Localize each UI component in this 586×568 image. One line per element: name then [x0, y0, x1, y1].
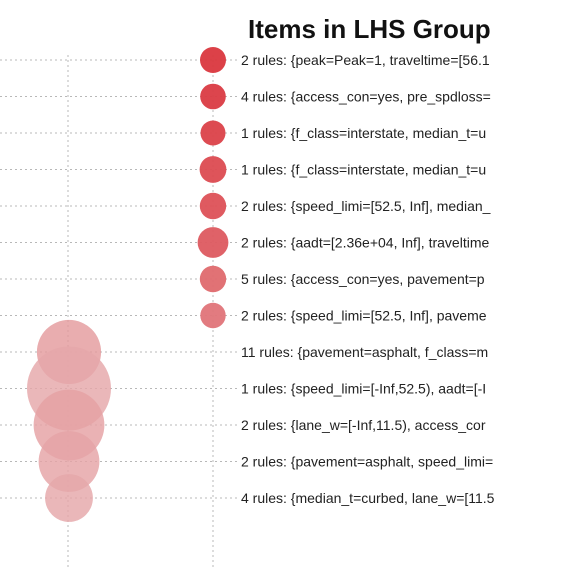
row-label: 2 rules: {pavement=asphalt, speed_limi= [241, 454, 493, 470]
row-label: 2 rules: {peak=Peak=1, traveltime=[56.1 [241, 52, 490, 68]
bubble [200, 83, 226, 110]
label-layer: 2 rules: {peak=Peak=1, traveltime=[56.1 4… [241, 52, 495, 506]
bubble [200, 47, 226, 73]
bubble [197, 227, 229, 258]
row-label: 2 rules: {speed_limi=[52.5, Inf], paveme [241, 308, 487, 324]
row-label: 2 rules: {aadt=[2.36e+04, Inf], travelti… [241, 235, 489, 251]
row-label: 11 rules: {pavement=asphalt, f_class=m [241, 344, 488, 360]
bubble [38, 431, 100, 492]
row-label: 1 rules: {speed_limi=[-Inf,52.5), aadt=[… [241, 381, 486, 397]
bubble [45, 474, 93, 522]
row-label: 5 rules: {access_con=yes, pavement=p [241, 271, 485, 287]
row-label: 1 rules: {f_class=interstate, median_t=u [241, 162, 486, 178]
bubble [199, 265, 227, 293]
row-label: 2 rules: {lane_w=[-Inf,11.5), access_cor [241, 417, 486, 433]
row-label: 4 rules: {median_t=curbed, lane_w=[11.5 [241, 490, 495, 506]
bubble [199, 192, 227, 220]
bubble [200, 120, 226, 146]
bubble-layer [27, 47, 229, 522]
row-label: 2 rules: {speed_limi=[52.5, Inf], median… [241, 198, 491, 214]
row-label: 1 rules: {f_class=interstate, median_t=u [241, 125, 486, 141]
bubble [200, 302, 226, 329]
row-label: 4 rules: {access_con=yes, pre_spdloss= [241, 89, 491, 105]
chart-title: Items in LHS Group [248, 14, 491, 44]
bubble [199, 156, 227, 183]
